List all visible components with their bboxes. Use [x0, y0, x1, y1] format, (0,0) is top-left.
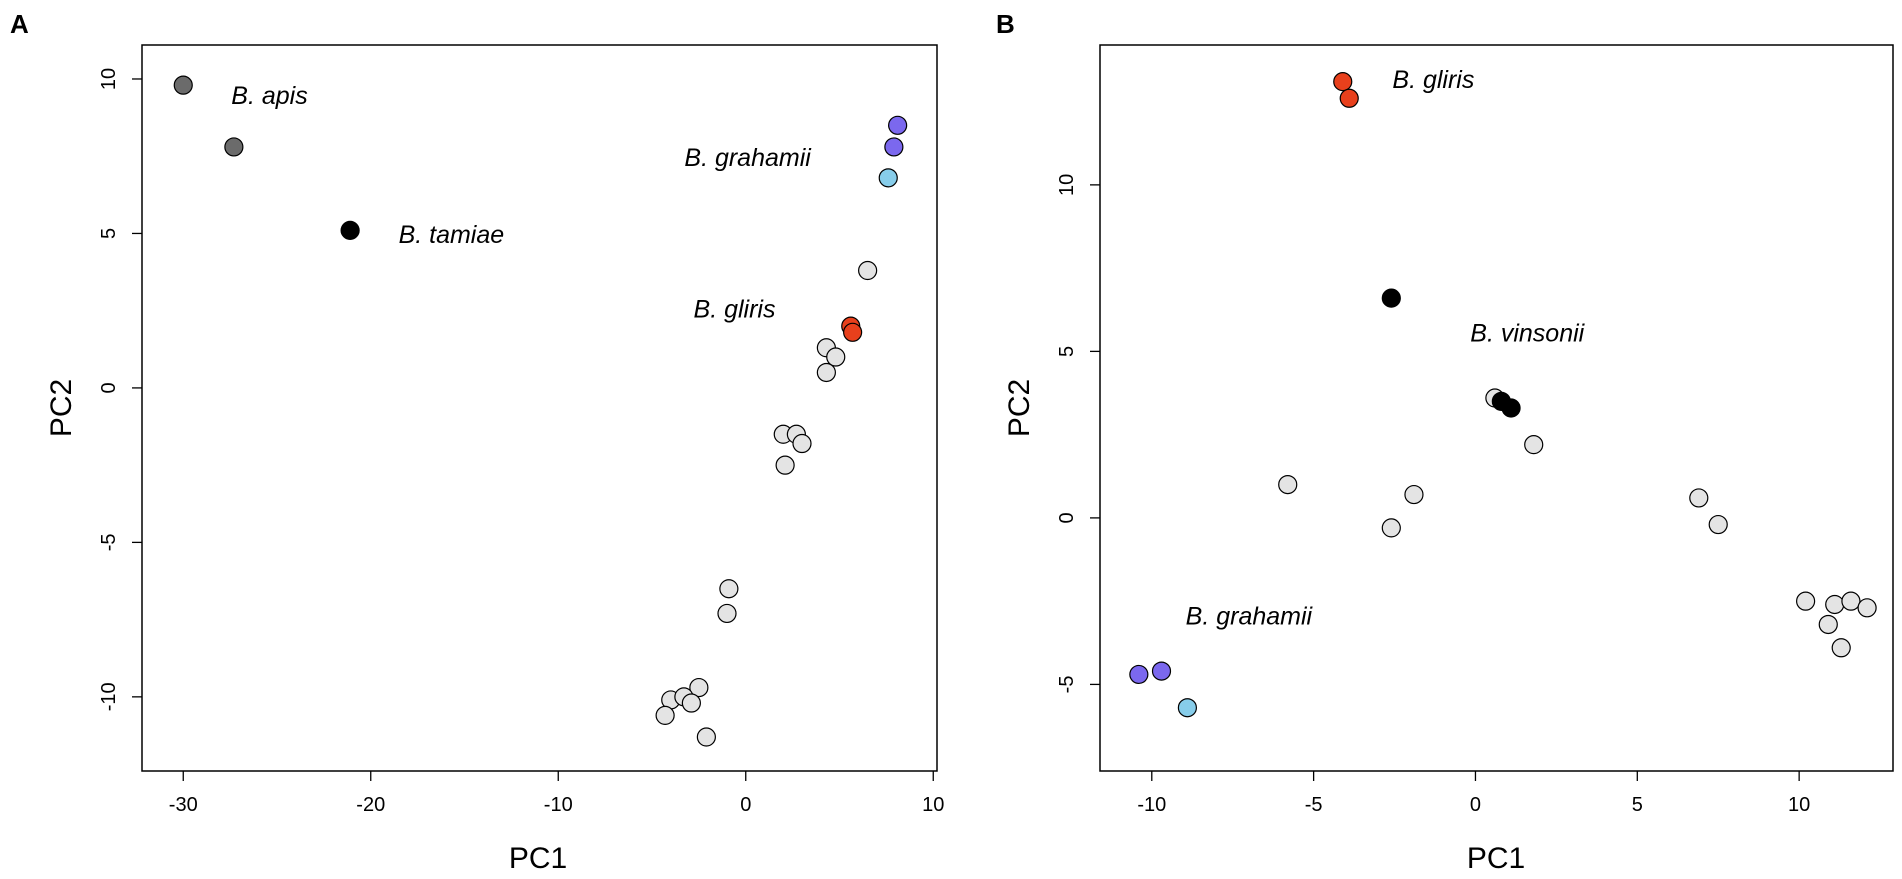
panel-a-y-tick-label: 5	[98, 228, 120, 239]
panel-a-data-point	[775, 455, 795, 475]
panel-a-data-point	[173, 75, 193, 95]
panel-a-x-tick-label: -30	[169, 794, 198, 816]
panel-a-data-point	[843, 322, 863, 342]
panel-b-x-tick-label: 0	[1470, 794, 1481, 816]
panel-a-species-label: B. apis	[231, 82, 307, 110]
panel-b-x-tick-label: 5	[1632, 794, 1643, 816]
panel-b-data-point	[1381, 518, 1401, 538]
panel-b-data-point	[1129, 664, 1149, 685]
panel-b-data-point	[1857, 598, 1877, 618]
panel-b-species-label: B. grahamii	[1186, 602, 1314, 630]
panel-a-data-point	[878, 168, 898, 188]
panel-a: A -30 -20 -10 0 10 -10 -5 0 5 10 B. apis B. tamiae…	[10, 9, 944, 875]
panel-b-data-point	[1404, 484, 1424, 505]
panel-b-data-point	[1333, 72, 1353, 92]
panel-b-data-point	[1796, 591, 1816, 611]
panel-a-axis-ticks: -30 -20 -10 0 10 -10 -5 0 5 10	[98, 68, 944, 816]
panel-a-data-point	[816, 362, 836, 383]
panel-a-species-label: B. gliris	[694, 295, 776, 323]
panel-a-data-point	[689, 677, 709, 698]
panel-a-x-tick-label: -10	[544, 794, 573, 816]
panel-b-data-point	[1818, 614, 1838, 635]
panel-a-plot-frame	[141, 44, 938, 772]
panel-b-y-tick-label: 10	[1056, 174, 1078, 196]
panel-a-data-point	[717, 603, 737, 624]
panel-b-data-point	[1151, 661, 1172, 681]
panel-a-x-tick-label: -20	[356, 794, 385, 816]
panel-b-annotations: B. gliris B. vinsonii B. grahamii	[1186, 66, 1586, 630]
panel-b-data-point	[1689, 488, 1709, 508]
panel-b-plot-frame	[1099, 44, 1894, 772]
panel-a-y-tick-label: 10	[98, 68, 120, 90]
panel-a-species-label: B. grahamii	[684, 144, 812, 172]
panel-b-x-axis-title: PC1	[1467, 842, 1525, 875]
panel-a-data-point	[792, 433, 812, 454]
panel-a-y-tick-label: 0	[98, 382, 120, 393]
panel-b-data-point	[1381, 288, 1401, 308]
panel-a-points	[173, 75, 908, 747]
panel-b-points	[1129, 72, 1877, 718]
panel-a-data-point	[681, 693, 701, 713]
panel-a-y-tick-label: -10	[98, 682, 120, 711]
panel-b-x-tick-label: -10	[1137, 794, 1166, 816]
panel-b-data-point	[1841, 591, 1861, 611]
panel-b-y-tick-label: 5	[1056, 346, 1078, 357]
panel-a-data-point	[719, 579, 739, 599]
panel-a-species-label: B. tamiae	[399, 221, 505, 249]
panel-b-axis-ticks: -10 -5 0 5 10 -5 0 5 10	[1056, 174, 1810, 816]
panel-a-data-point	[340, 220, 360, 240]
panel-b-x-tick-label: -5	[1305, 794, 1323, 816]
panel-b-species-label: B. gliris	[1392, 66, 1474, 94]
panel-a-x-axis-title: PC1	[509, 842, 567, 875]
panel-a-data-point	[888, 115, 908, 135]
panel-a-data-point	[224, 137, 244, 157]
panel-b-y-tick-label: 0	[1056, 512, 1078, 523]
panel-a-data-point	[826, 347, 846, 367]
panel-b-species-label: B. vinsonii	[1470, 319, 1585, 347]
panel-b-data-point	[1278, 474, 1298, 495]
panel-b-y-tick-label: -5	[1056, 676, 1078, 694]
panel-b-x-tick-label: 10	[1788, 794, 1810, 816]
panel-a-y-tick-label: -5	[98, 533, 120, 551]
panel-b-data-point	[1177, 698, 1197, 718]
panel-b-data-point	[1831, 638, 1851, 658]
panel-b-y-axis-title: PC2	[1003, 379, 1036, 437]
panel-b-letter: B	[996, 9, 1015, 39]
panel-a-y-axis-title: PC2	[45, 379, 78, 437]
panel-a-x-tick-label: 10	[922, 794, 944, 816]
panel-b-data-point	[1524, 435, 1544, 455]
panel-b-data-point	[1825, 594, 1845, 615]
panel-a-annotations: B. apis B. tamiae B. grahamii B. gliris	[231, 82, 812, 323]
panel-b-data-point	[1501, 398, 1521, 418]
panel-a-data-point	[858, 260, 878, 281]
panel-b-data-point	[1339, 88, 1359, 108]
panel-a-x-tick-label: 0	[740, 794, 751, 816]
panel-a-data-point	[884, 137, 904, 157]
panel-b-data-point	[1708, 514, 1728, 535]
panel-a-data-point	[655, 705, 675, 725]
panel-a-data-point	[696, 727, 716, 747]
panel-a-letter: A	[10, 9, 29, 39]
